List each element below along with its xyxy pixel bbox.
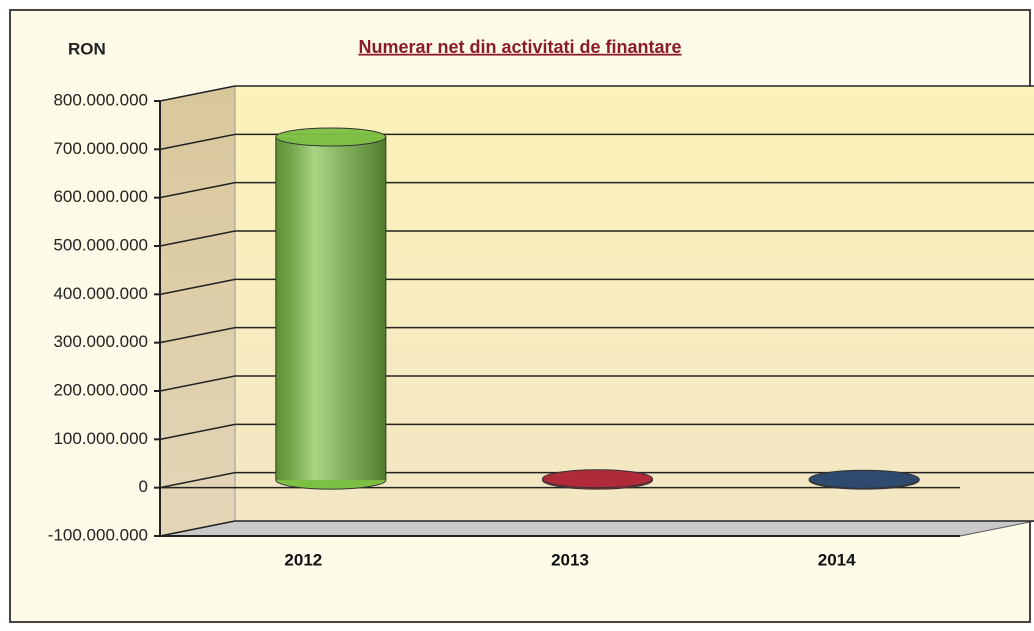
grid-line bbox=[159, 423, 1034, 441]
cylinder-shine bbox=[275, 137, 386, 481]
x-tick-label: 2012 bbox=[284, 550, 322, 569]
chart-title: Numerar net din activitati de finantare bbox=[358, 37, 681, 57]
grid-line bbox=[159, 375, 1034, 392]
cylinder-top bbox=[808, 469, 920, 489]
y-tick-label: 500.000.000 bbox=[53, 235, 148, 254]
grid-line bbox=[159, 85, 1034, 102]
grid-line bbox=[159, 230, 1034, 247]
grid-line bbox=[159, 326, 1034, 344]
y-unit-label: RON bbox=[68, 39, 106, 58]
cylinder-top bbox=[542, 469, 653, 489]
grid-line bbox=[159, 520, 1034, 537]
y-tick-label: 400.000.000 bbox=[53, 284, 148, 303]
y-tick-label: 200.000.000 bbox=[53, 380, 148, 399]
grid-line bbox=[159, 471, 1034, 489]
y-tick-label: 800.000.000 bbox=[53, 90, 148, 109]
y-tick-label: 600.000.000 bbox=[53, 187, 148, 206]
floor bbox=[159, 520, 1034, 537]
grid-line bbox=[159, 181, 1034, 199]
x-tick-label: 2014 bbox=[818, 550, 856, 569]
y-tick-label: 0 bbox=[139, 477, 148, 496]
y-tick-label: 300.000.000 bbox=[53, 332, 148, 351]
x-tick-label: 2013 bbox=[551, 550, 589, 569]
y-tick-label: 100.000.000 bbox=[53, 429, 148, 448]
grid-line bbox=[159, 133, 1034, 151]
y-tick-label: -100.000.000 bbox=[48, 525, 148, 544]
y-tick-label: 700.000.000 bbox=[53, 139, 148, 158]
grid-line bbox=[159, 278, 1034, 296]
side-wall bbox=[159, 85, 236, 537]
cylinder-top bbox=[275, 127, 387, 147]
